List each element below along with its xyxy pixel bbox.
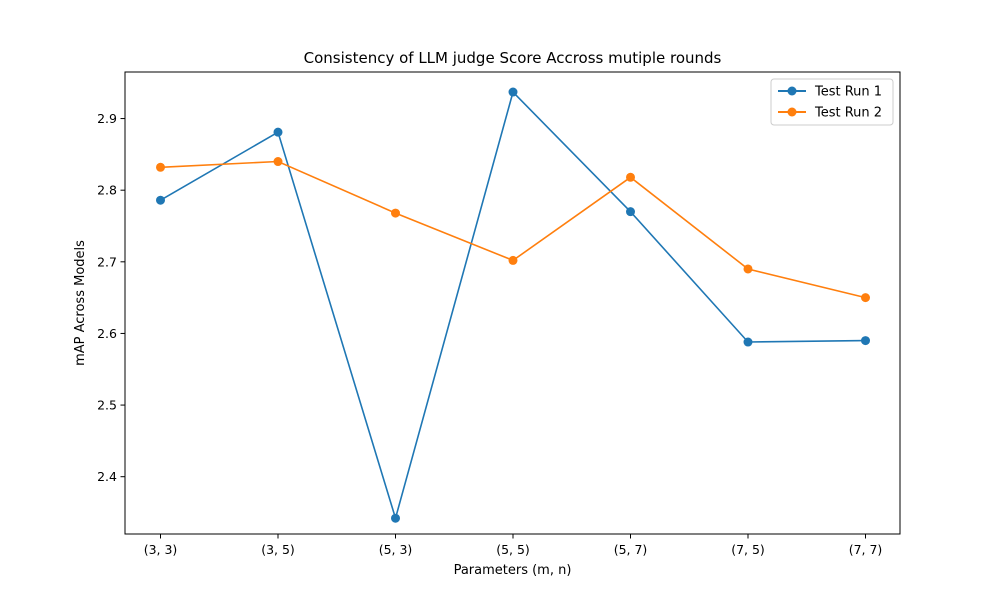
plot-frame: [124, 71, 901, 535]
x-tick-label: (7, 5): [731, 542, 765, 557]
y-axis-label: mAP Across Models: [73, 240, 88, 366]
data-point-series-1: [508, 87, 518, 97]
data-point-series-1: [743, 337, 753, 347]
x-tick-label: (5, 7): [614, 542, 648, 557]
series-layer: [156, 87, 870, 523]
x-axis-label: Parameters (m, n): [454, 563, 572, 578]
data-point-series-2: [273, 157, 283, 167]
legend-label-series-1: Test Run 1: [814, 85, 882, 100]
data-point-series-1: [391, 513, 400, 523]
y-tick-label: 2.9: [97, 111, 117, 126]
data-point-series-2: [743, 264, 753, 274]
x-tick-label: (5, 3): [379, 542, 413, 557]
x-axis-ticks: (3, 3) (3, 5) (5, 3) (5, 5) (5, 7) (7, 5) (7, …: [144, 534, 883, 557]
legend-marker-series-2: [787, 107, 797, 117]
data-point-series-1: [273, 127, 283, 137]
y-tick-label: 2.6: [97, 326, 117, 341]
data-point-series-2: [508, 255, 518, 265]
x-tick-label: (5, 5): [496, 542, 530, 557]
legend: Test Run 1 Test Run 2: [770, 78, 894, 126]
chart-title: Consistency of LLM judge Score Accross m…: [304, 49, 722, 67]
data-point-series-1: [156, 195, 165, 205]
data-point-series-2: [861, 293, 870, 303]
x-tick-label: (7, 7): [849, 542, 883, 557]
y-axis-ticks: 2.4 2.5 2.6 2.7 2.8 2.9: [97, 111, 125, 484]
data-point-series-2: [156, 162, 165, 172]
legend-label-series-2: Test Run 2: [814, 106, 882, 121]
x-tick-label: (3, 5): [261, 542, 295, 557]
data-point-series-1: [626, 207, 635, 217]
y-tick-label: 2.4: [97, 469, 117, 484]
data-point-series-2: [626, 172, 635, 182]
legend-marker-series-1: [787, 86, 797, 96]
y-tick-label: 2.7: [97, 254, 117, 269]
data-point-series-1: [861, 336, 870, 346]
y-tick-label: 2.5: [97, 398, 117, 413]
y-tick-label: 2.8: [97, 183, 117, 198]
x-tick-label: (3, 3): [144, 542, 178, 557]
data-point-series-2: [391, 208, 400, 218]
